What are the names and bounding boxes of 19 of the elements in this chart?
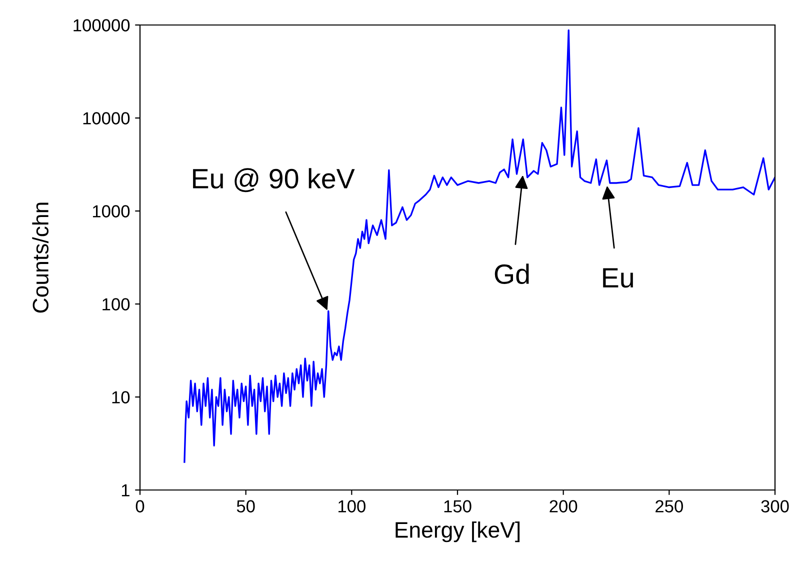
x-tick-label: 300 bbox=[761, 500, 789, 512]
x-tick-label: 50 bbox=[236, 500, 255, 512]
x-tick-label: 0 bbox=[136, 500, 144, 512]
y-tick-label: 1 bbox=[122, 484, 130, 496]
y-tick-label: 10000 bbox=[83, 112, 130, 124]
y-tick-label: 10 bbox=[112, 391, 130, 404]
x-axis-title: Energy [keV] bbox=[396, 521, 520, 542]
y-tick-label: 100000 bbox=[74, 19, 130, 32]
x-tick-label: 200 bbox=[550, 500, 578, 512]
annotation: Gd bbox=[494, 264, 529, 284]
line-series bbox=[184, 29, 775, 463]
x-tick-label: 250 bbox=[656, 500, 683, 512]
x-tick-label: 150 bbox=[444, 500, 472, 512]
y-axis-title: Counts/chn bbox=[32, 202, 49, 313]
y-tick-label: 100 bbox=[102, 298, 130, 310]
annotation: Eu @ 90 keV bbox=[193, 168, 355, 192]
x-tick-label: 100 bbox=[338, 500, 366, 512]
annotation: Eu bbox=[603, 268, 633, 288]
y-tick-label: 1000 bbox=[92, 205, 130, 218]
